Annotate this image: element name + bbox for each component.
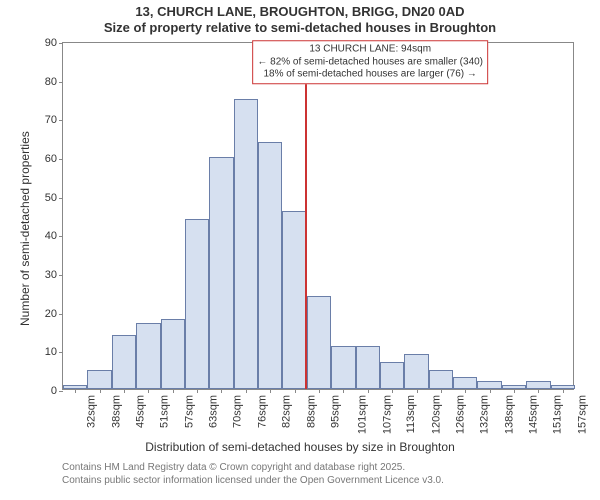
histogram-bar bbox=[356, 346, 380, 389]
x-tick-mark bbox=[295, 389, 296, 393]
histogram-bar bbox=[526, 381, 550, 389]
x-tick-mark bbox=[319, 389, 320, 393]
footnote-line-1: Contains HM Land Registry data © Crown c… bbox=[62, 462, 444, 475]
x-tick-label: 32sqm bbox=[86, 395, 98, 428]
x-tick-mark bbox=[514, 389, 515, 393]
y-tick-mark bbox=[59, 159, 63, 160]
histogram-bar bbox=[282, 211, 306, 389]
x-tick-label: 70sqm bbox=[232, 395, 244, 428]
annotation-box: 13 CHURCH LANE: 94sqm← 82% of semi-detac… bbox=[252, 41, 488, 85]
x-tick-mark bbox=[221, 389, 222, 393]
histogram-bar bbox=[429, 370, 453, 389]
x-tick-mark bbox=[246, 389, 247, 393]
histogram-bar bbox=[136, 323, 160, 389]
footnote: Contains HM Land Registry data © Crown c… bbox=[62, 462, 444, 487]
histogram-bar bbox=[209, 157, 233, 389]
x-axis-label: Distribution of semi-detached houses by … bbox=[0, 440, 600, 454]
histogram-bar bbox=[404, 354, 428, 389]
x-tick-label: 126sqm bbox=[454, 395, 466, 434]
y-tick-mark bbox=[59, 82, 63, 83]
y-tick-label: 10 bbox=[45, 346, 57, 358]
x-tick-label: 95sqm bbox=[330, 395, 342, 428]
y-tick-mark bbox=[59, 43, 63, 44]
x-tick-mark bbox=[441, 389, 442, 393]
footnote-line-2: Contains public sector information licen… bbox=[62, 475, 444, 488]
x-tick-label: 57sqm bbox=[183, 395, 195, 428]
x-tick-label: 101sqm bbox=[357, 395, 369, 434]
histogram-bar bbox=[258, 142, 282, 389]
y-tick-label: 0 bbox=[51, 385, 57, 397]
x-tick-mark bbox=[368, 389, 369, 393]
x-tick-label: 45sqm bbox=[134, 395, 146, 428]
title-line-2: Size of property relative to semi-detach… bbox=[0, 20, 600, 36]
x-tick-label: 107sqm bbox=[381, 395, 393, 434]
y-tick-label: 90 bbox=[45, 37, 57, 49]
x-tick-mark bbox=[197, 389, 198, 393]
x-tick-label: 82sqm bbox=[281, 395, 293, 428]
x-tick-mark bbox=[270, 389, 271, 393]
x-tick-mark bbox=[538, 389, 539, 393]
x-tick-label: 157sqm bbox=[576, 395, 588, 434]
x-tick-label: 120sqm bbox=[430, 395, 442, 434]
x-tick-mark bbox=[392, 389, 393, 393]
y-tick-label: 40 bbox=[45, 230, 57, 242]
histogram-bar bbox=[380, 362, 404, 389]
y-tick-label: 20 bbox=[45, 308, 57, 320]
plot-area: 13 CHURCH LANE: 94sqm← 82% of semi-detac… bbox=[62, 42, 574, 390]
y-tick-mark bbox=[59, 275, 63, 276]
title-block: 13, CHURCH LANE, BROUGHTON, BRIGG, DN20 … bbox=[0, 4, 600, 37]
y-tick-label: 30 bbox=[45, 269, 57, 281]
y-tick-mark bbox=[59, 314, 63, 315]
y-tick-mark bbox=[59, 391, 63, 392]
y-tick-label: 60 bbox=[45, 153, 57, 165]
x-tick-label: 38sqm bbox=[110, 395, 122, 428]
y-tick-mark bbox=[59, 198, 63, 199]
annotation-line: 18% of semi-detached houses are larger (… bbox=[257, 69, 483, 82]
chart-container: 13, CHURCH LANE, BROUGHTON, BRIGG, DN20 … bbox=[0, 0, 600, 500]
x-tick-mark bbox=[563, 389, 564, 393]
x-tick-mark bbox=[417, 389, 418, 393]
histogram-bar bbox=[112, 335, 136, 389]
x-tick-mark bbox=[100, 389, 101, 393]
x-tick-label: 88sqm bbox=[305, 395, 317, 428]
x-tick-label: 145sqm bbox=[528, 395, 540, 434]
y-tick-label: 80 bbox=[45, 76, 57, 88]
x-tick-mark bbox=[75, 389, 76, 393]
x-tick-label: 138sqm bbox=[503, 395, 515, 434]
x-tick-mark bbox=[173, 389, 174, 393]
bars-layer bbox=[63, 43, 573, 389]
y-tick-label: 70 bbox=[45, 114, 57, 126]
histogram-bar bbox=[185, 219, 209, 389]
x-tick-mark bbox=[124, 389, 125, 393]
histogram-bar bbox=[453, 377, 477, 389]
x-tick-label: 51sqm bbox=[159, 395, 171, 428]
histogram-bar bbox=[477, 381, 501, 389]
y-tick-label: 50 bbox=[45, 192, 57, 204]
x-tick-label: 113sqm bbox=[405, 395, 417, 433]
histogram-bar bbox=[331, 346, 355, 389]
x-tick-label: 151sqm bbox=[552, 395, 564, 434]
x-tick-mark bbox=[490, 389, 491, 393]
x-tick-mark bbox=[465, 389, 466, 393]
histogram-bar bbox=[307, 296, 331, 389]
title-line-1: 13, CHURCH LANE, BROUGHTON, BRIGG, DN20 … bbox=[0, 4, 600, 20]
y-tick-mark bbox=[59, 120, 63, 121]
annotation-line: 13 CHURCH LANE: 94sqm bbox=[257, 44, 483, 57]
x-tick-label: 76sqm bbox=[256, 395, 268, 428]
x-tick-label: 63sqm bbox=[208, 395, 220, 428]
y-axis-label: Number of semi-detached properties bbox=[18, 131, 32, 326]
histogram-bar bbox=[234, 99, 258, 389]
marker-line bbox=[305, 43, 307, 389]
x-tick-label: 132sqm bbox=[479, 395, 491, 434]
histogram-bar bbox=[87, 370, 111, 389]
y-tick-mark bbox=[59, 352, 63, 353]
annotation-line: ← 82% of semi-detached houses are smalle… bbox=[257, 56, 483, 69]
x-tick-mark bbox=[148, 389, 149, 393]
x-tick-mark bbox=[343, 389, 344, 393]
y-tick-mark bbox=[59, 236, 63, 237]
histogram-bar bbox=[161, 319, 185, 389]
